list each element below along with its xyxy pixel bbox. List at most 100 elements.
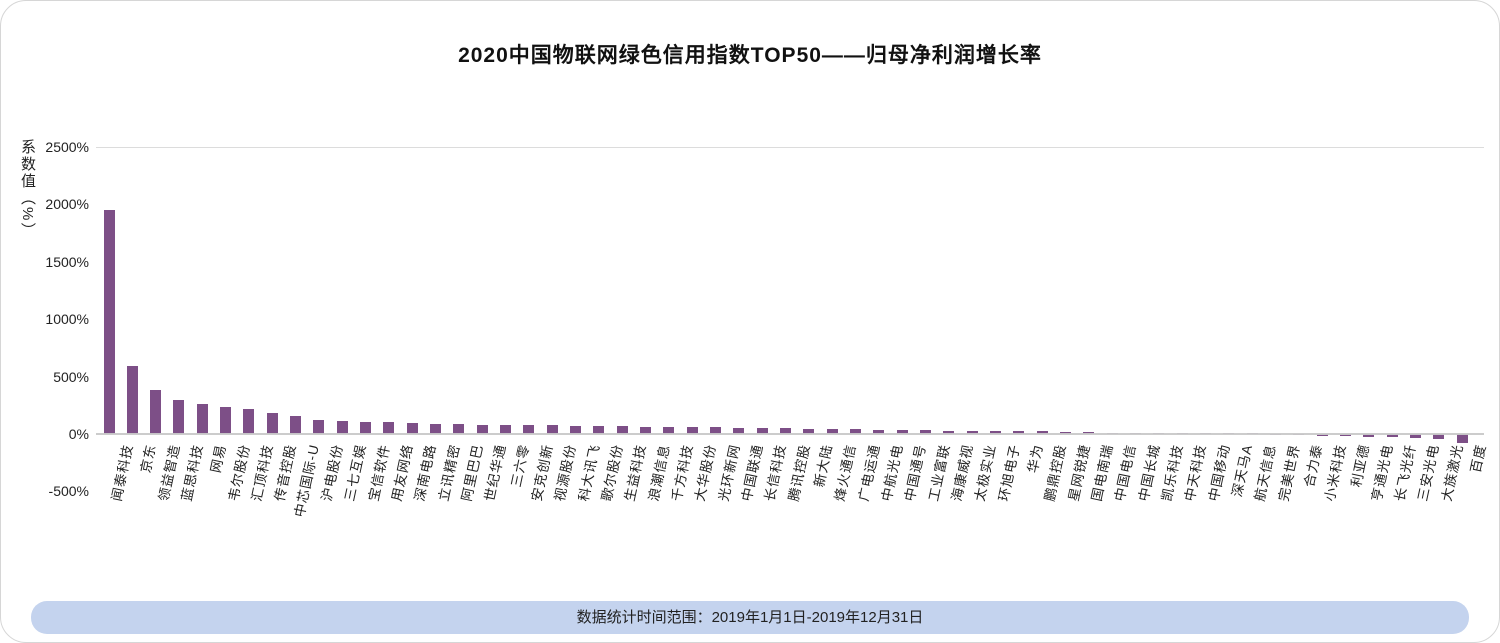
x-axis-label: 生益科技: [622, 442, 649, 503]
x-axis-label: 中国移动: [1205, 442, 1233, 503]
x-axis-label: 光环新网: [715, 442, 743, 503]
bar: [406, 423, 418, 434]
x-axis-label: 中芯国际-U: [292, 442, 323, 519]
bar: [476, 424, 488, 434]
x-axis-label: 中国电信: [1112, 442, 1139, 503]
x-axis-label: 传音控股: [272, 442, 299, 503]
x-axis-label: 汇顶科技: [248, 442, 276, 503]
x-axis-label: 鹏鼎控股: [1042, 442, 1069, 503]
x-axis-label: 工业富联: [925, 442, 953, 503]
bar: [150, 389, 162, 434]
bar: [220, 407, 232, 434]
x-axis-label: 深天马A: [1229, 442, 1256, 499]
x-axis-label: 亨通光电: [1368, 442, 1396, 503]
x-axis-label: 国电南瑞: [1088, 442, 1116, 503]
y-tick-label: 0%: [68, 426, 89, 442]
x-axis-label: 立讯精密: [435, 442, 463, 503]
footer-band: 数据统计时间范围：2019年1月1日-2019年12月31日: [31, 601, 1469, 634]
footer-text: 数据统计时间范围：2019年1月1日-2019年12月31日: [576, 609, 924, 626]
bar: [243, 408, 255, 434]
x-axis-label: 太极实业: [972, 442, 999, 503]
x-axis-label: 歌尔股份: [598, 442, 626, 503]
x-axis-line: [96, 433, 1484, 435]
x-axis-label: 华为: [1024, 442, 1046, 475]
x-axis-label: 广电运通: [855, 442, 883, 503]
y-axis-title: 系数值（%）: [19, 139, 36, 240]
x-axis-label: 中天科技: [1182, 442, 1209, 503]
bar: [710, 427, 722, 434]
x-axis-label: 长信科技: [762, 442, 789, 503]
x-axis-label: 用友网络: [388, 442, 416, 503]
x-axis-label: 沪电股份: [318, 442, 346, 503]
x-axis-label: 三七互娱: [342, 442, 369, 503]
bar: [1036, 431, 1048, 434]
x-axis-label: 新大陆: [811, 442, 836, 489]
y-tick-label: 2500%: [45, 139, 89, 155]
x-axis-label: 世纪华通: [482, 442, 509, 503]
x-axis-label: 网易: [208, 442, 230, 475]
bar: [453, 424, 465, 434]
y-tick-label: 2000%: [45, 196, 89, 213]
bar: [266, 412, 278, 434]
bar: [896, 429, 908, 434]
x-axis-label: 视源股份: [552, 442, 579, 503]
bar: [780, 428, 792, 434]
x-axis-label: 京东: [138, 442, 160, 475]
y-tick-label: 1000%: [45, 311, 89, 328]
x-axis-label: 中国长城: [1135, 442, 1163, 503]
x-axis-label: 海康威视: [948, 442, 976, 503]
bar: [126, 366, 138, 434]
x-axis-label: 宝信软件: [365, 442, 393, 503]
bar: [966, 430, 978, 434]
x-axis-label: 三安光电: [1415, 442, 1443, 503]
y-tick-label: 500%: [53, 368, 89, 385]
x-axis-label: 大族激光: [1438, 442, 1466, 503]
x-axis-label: 环旭电子: [995, 442, 1023, 503]
bar: [336, 420, 348, 434]
x-axis-label: 中国通号: [902, 442, 929, 503]
x-axis-label: 合力泰: [1301, 442, 1326, 489]
bar: [990, 431, 1002, 434]
x-axis-label: 百度: [1468, 442, 1489, 475]
bar: [546, 425, 558, 434]
bar: [313, 420, 325, 434]
x-axis-label: 科大讯飞: [575, 442, 603, 503]
top-gridline: [96, 147, 1484, 148]
x-axis-label: 凯乐科技: [1158, 442, 1186, 503]
bar: [500, 424, 512, 434]
x-axis-label: 三六零: [508, 442, 533, 489]
x-axis-label: 千方科技: [668, 442, 696, 503]
x-axis-label: 长飞光纤: [1392, 442, 1419, 503]
bar: [360, 421, 372, 434]
bar: [1433, 434, 1445, 439]
x-axis-label: 深南电路: [412, 442, 439, 503]
x-axis-label: 中航光电: [878, 442, 906, 503]
x-axis-label: 烽火通信: [832, 442, 859, 503]
x-axis-label: 大华股份: [692, 442, 719, 503]
x-axis-label: 航天信息: [1252, 442, 1279, 503]
x-axis-label: 阿里巴巴: [458, 442, 486, 503]
x-axis-label: 小米科技: [1322, 442, 1349, 503]
chart-title: 2020中国物联网绿色信用指数TOP50——归母净利润增长率: [458, 44, 1042, 67]
bar: [756, 428, 768, 434]
x-axis-label: 利亚德: [1348, 442, 1373, 489]
bar: [570, 425, 582, 434]
x-axis-label: 韦尔股份: [225, 442, 253, 503]
bar: [686, 427, 698, 434]
x-axis-label: 星网锐捷: [1065, 442, 1093, 503]
x-axis-label: 闻泰科技: [108, 442, 136, 503]
bar: [1060, 431, 1072, 434]
bar: [290, 416, 302, 434]
bar: [1409, 434, 1421, 438]
bar: [1339, 434, 1351, 437]
x-axis-label: 完美世界: [1275, 442, 1303, 503]
bar: [103, 210, 115, 434]
bar: [826, 429, 838, 434]
bar: [873, 429, 885, 434]
bar: [383, 421, 395, 434]
bar: [196, 403, 208, 434]
bar: [1013, 431, 1025, 434]
bar: [430, 423, 442, 434]
